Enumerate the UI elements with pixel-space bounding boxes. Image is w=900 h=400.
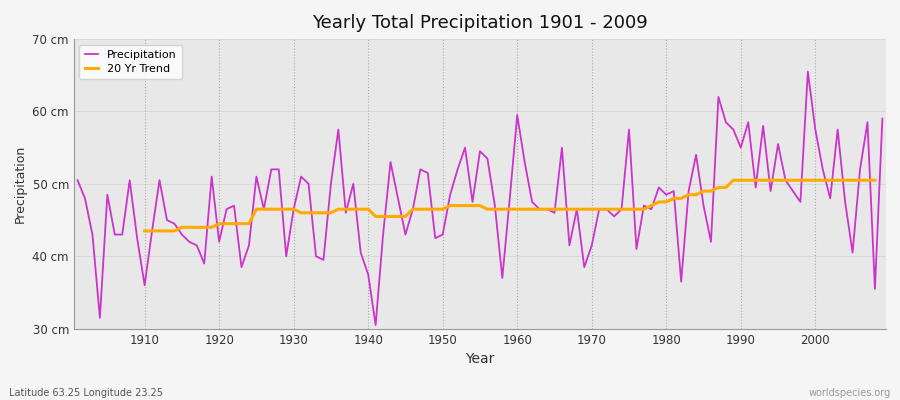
20 Yr Trend: [526, 207, 537, 212]
20 Yr Trend: [140, 228, 150, 233]
Y-axis label: Precipitation: Precipitation: [14, 145, 27, 223]
20 Yr Trend: [713, 185, 724, 190]
Text: Latitude 63.25 Longitude 23.25: Latitude 63.25 Longitude 23.25: [9, 388, 163, 398]
X-axis label: Year: Year: [465, 352, 495, 366]
20 Yr Trend: [728, 178, 739, 183]
Precipitation: [803, 69, 814, 74]
Precipitation: [296, 174, 307, 179]
Precipitation: [340, 210, 351, 215]
Legend: Precipitation, 20 Yr Trend: Precipitation, 20 Yr Trend: [79, 44, 183, 79]
20 Yr Trend: [504, 207, 515, 212]
Precipitation: [608, 214, 619, 219]
Title: Yearly Total Precipitation 1901 - 2009: Yearly Total Precipitation 1901 - 2009: [312, 14, 648, 32]
Precipitation: [72, 178, 83, 183]
Precipitation: [877, 116, 887, 121]
Precipitation: [370, 323, 381, 328]
Precipitation: [512, 113, 523, 118]
Precipitation: [131, 236, 142, 240]
Text: worldspecies.org: worldspecies.org: [809, 388, 891, 398]
20 Yr Trend: [869, 178, 880, 183]
Precipitation: [519, 160, 530, 164]
Line: Precipitation: Precipitation: [77, 72, 882, 325]
20 Yr Trend: [333, 207, 344, 212]
Line: 20 Yr Trend: 20 Yr Trend: [145, 180, 875, 231]
20 Yr Trend: [363, 207, 374, 212]
20 Yr Trend: [310, 210, 321, 215]
